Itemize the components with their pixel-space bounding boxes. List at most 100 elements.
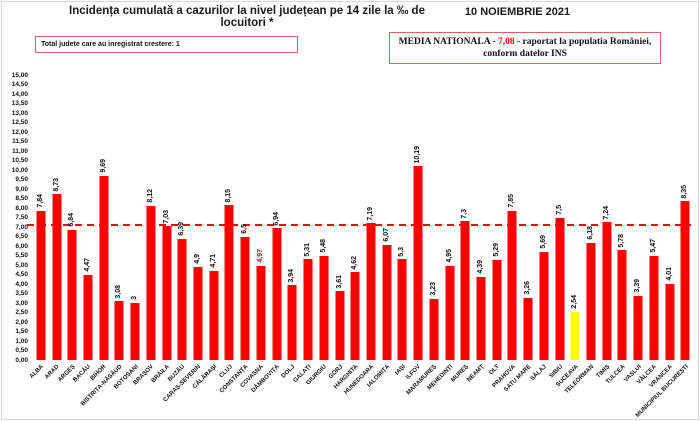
bar-column: 9,69 BIHOR	[90, 75, 112, 382]
bar-column: 8,35 MUNICIPIUL BUCUREȘTI	[635, 75, 693, 419]
bar-value-label: 8,73	[52, 177, 60, 192]
bar-column: 3,94 DOLJ	[281, 75, 301, 380]
bar-maramureș	[429, 298, 439, 360]
bar-arad	[52, 194, 62, 360]
y-tick-label: 0,50	[15, 347, 28, 354]
bar-value-label: 4,95	[445, 249, 453, 263]
county-label: IAȘI	[394, 364, 407, 377]
growth-info-box: Total judete care au inregistrat crester…	[35, 36, 298, 53]
bar-column: 5,69 SĂLAJ	[530, 75, 552, 382]
bar-covasna	[256, 265, 266, 360]
bar-constanța	[240, 236, 250, 360]
bar-column: 8,15 CLUJ	[218, 75, 238, 379]
y-tick-label: 7,50	[15, 214, 28, 221]
bar-brașov	[146, 205, 156, 360]
bar-sibiu	[555, 217, 565, 360]
bar-galați	[303, 259, 313, 360]
bar-călărași	[209, 270, 219, 360]
bar-vaslui	[633, 295, 643, 360]
y-tick-label: 12,50	[11, 119, 28, 126]
bar-column: 3,39 VASLUI	[623, 75, 646, 383]
bar-value-label: 6,94	[272, 211, 280, 226]
bar-column: 7,3 MUREȘ	[450, 75, 473, 384]
y-tick-label: 3,50	[15, 290, 28, 297]
y-tick-label: 10,50	[11, 157, 28, 164]
bar-giurgiu	[319, 255, 329, 360]
bar-suceava	[570, 311, 580, 360]
bar-value-label: 9,69	[99, 159, 107, 173]
y-tick-label: 11,50	[12, 138, 28, 145]
y-tick-label: 9,50	[15, 176, 28, 183]
y-tick-label: 10,00	[11, 166, 28, 174]
bar-value-label: 6,39	[178, 221, 186, 236]
bar-value-label: 7,85	[508, 194, 516, 208]
bar-value-label: 7,5	[555, 204, 563, 215]
bar-sălaj	[539, 251, 549, 360]
national-average-prefix: MEDIA NATIONALA -	[398, 37, 498, 47]
y-tick-label: 1,50	[15, 328, 28, 335]
y-tick-label: 0,00	[15, 356, 28, 364]
bar-column: 8,12 BRAȘOV	[133, 75, 159, 386]
bar-value-label: 3,94	[288, 268, 296, 283]
bar-value-label: 4,71	[209, 253, 217, 268]
bar-column: 7,5 SIBIU	[548, 75, 568, 380]
bar-value-label: 4,9	[194, 254, 202, 264]
bar-vrancea	[665, 283, 675, 360]
bar-column: 10,19 ILFOV	[406, 75, 426, 381]
bar-value-label: 3,39	[634, 278, 642, 293]
bar-satu-mare	[523, 298, 533, 360]
bar-ialomița	[382, 244, 392, 360]
bar-alba	[36, 211, 46, 360]
y-tick-label: 5,00	[15, 261, 28, 269]
bar-column: 7,84 ALBA	[29, 75, 49, 380]
y-tick-label: 2,00	[15, 318, 28, 326]
bar-value-label: 6,5	[241, 223, 249, 234]
bar-bihor	[99, 175, 109, 360]
bar-column: 3,61 GORJ	[327, 75, 348, 380]
bar-value-label: 8,15	[225, 188, 233, 203]
bar-neamț	[476, 276, 486, 360]
bar-column: 6,94 DÂMBOVIȚA	[251, 75, 285, 394]
plot-area: 7,84 ALBA 8,73 ARAD 6,84 ARGEȘ 4,47 BACĂU 9,69 BI…	[27, 75, 693, 419]
date-label: 10 NOIEMBRIE 2021	[464, 6, 571, 18]
bar-value-label: 6,07	[382, 228, 390, 242]
y-tick-label: 11,00	[12, 147, 28, 155]
bar-column: 7,85 PRAHOVA	[492, 75, 521, 389]
county-label: SĂLAJ	[529, 364, 549, 383]
bar-column: 6,5 CONSTANȚA	[219, 75, 253, 395]
bar-value-label: 8,35	[681, 184, 689, 199]
bar-column: 6,18 TELEORMAN	[564, 75, 599, 395]
national-average-suffix: - raportat la populatia României,	[514, 37, 652, 47]
bar-mureș	[460, 221, 470, 360]
bar-olt	[492, 259, 502, 360]
y-tick-label: 15,00	[11, 71, 28, 79]
increase-arrow-icon: →	[252, 217, 266, 232]
y-tick-label: 2,50	[15, 309, 28, 316]
bar-value-label: 4,62	[351, 255, 359, 270]
bar-column: 4,9 CARAȘ-SEVERIN	[163, 75, 206, 403]
bar-teleorman	[586, 242, 596, 360]
y-tick-label: 7,00	[15, 223, 28, 231]
bar-column: 4,01 VRANCEA	[649, 75, 678, 389]
bar-value-label: 3	[131, 296, 139, 300]
y-tick-label: 4,00	[15, 280, 28, 288]
bar-column: 3,08 BISTRIȚA-NĂSĂUD	[80, 75, 128, 407]
bar-column: 7,19 HUNEDOARA	[343, 75, 379, 396]
growth-info-text: Total judete care au inregistrat crester…	[41, 41, 180, 48]
bar-value-label: 7,3	[461, 208, 469, 219]
bar-gorj	[335, 291, 345, 360]
bar-column: 6,39 BUZĂU	[167, 75, 190, 383]
bar-column: 4,62 HARGHITA	[333, 75, 363, 390]
bar-botoșani	[130, 303, 140, 360]
bar-column: 3 BOTOȘANI	[113, 75, 143, 391]
bar-column: 5,78 TULCEA	[605, 75, 631, 385]
y-tick-label: 13,00	[11, 109, 28, 117]
bar-mehedinți	[445, 265, 455, 360]
bar-column: 6,84 ARGEȘ	[57, 75, 80, 383]
y-tick-label: 6,50	[15, 233, 28, 240]
national-average-value: 7,08	[498, 37, 515, 47]
bar-value-label: 4,01	[665, 267, 673, 281]
y-tick-label: 8,00	[15, 204, 28, 212]
bar-buzău	[177, 238, 187, 360]
bar-prahova	[507, 210, 517, 360]
